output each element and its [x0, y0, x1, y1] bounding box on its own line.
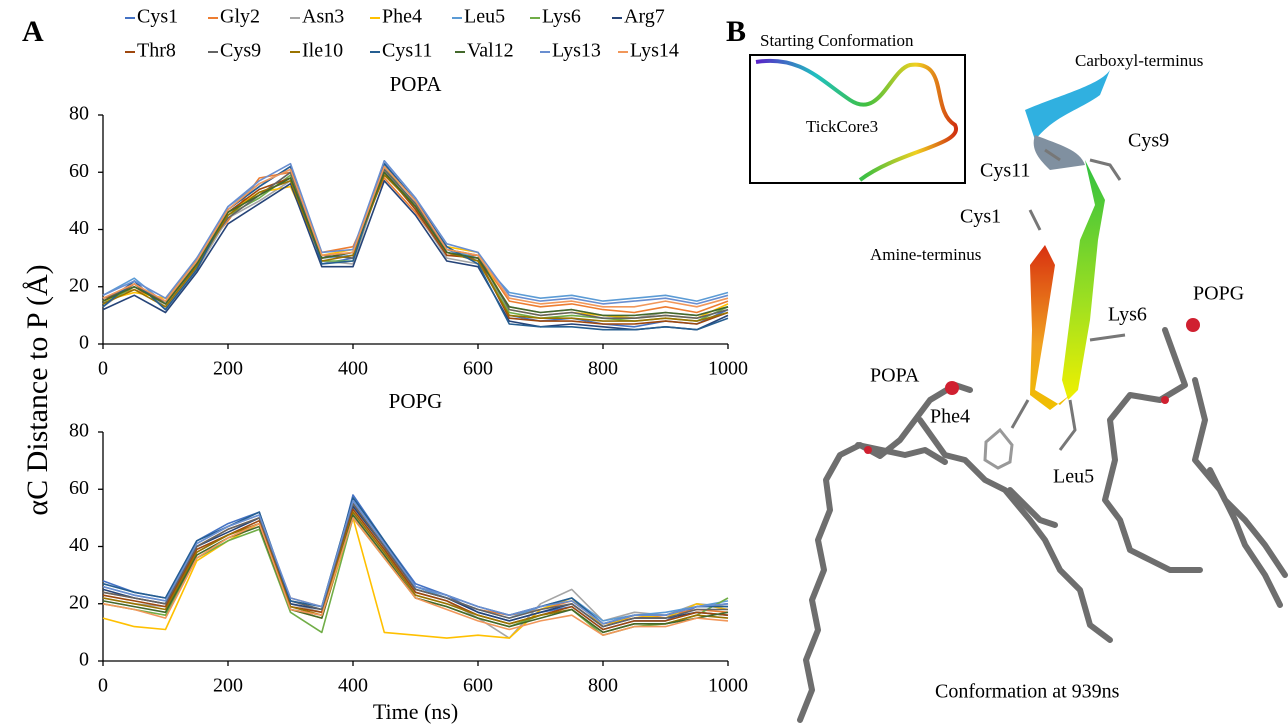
series-line — [102, 499, 729, 625]
x-axis-label: Time (ns) — [373, 699, 458, 724]
legend-label: Val12 — [467, 40, 514, 62]
structure-label: Lys6 — [1108, 304, 1147, 326]
structure-label: POPA — [870, 365, 920, 387]
series-line — [102, 517, 729, 636]
series-line — [102, 174, 729, 319]
x-tick-label: 200 — [213, 358, 243, 380]
inset-title: Starting Conformation — [760, 31, 914, 50]
series-line — [102, 508, 729, 631]
y-axis-label: αC Distance to P (Å) — [21, 264, 54, 515]
legend-label: Cys1 — [137, 6, 178, 28]
x-tick-label: 1000 — [708, 358, 748, 380]
x-tick-label: 400 — [338, 675, 368, 697]
x-tick-label: 0 — [98, 675, 108, 697]
inset-ribbon — [755, 58, 958, 182]
legend-label: Ile10 — [302, 40, 343, 62]
x-tick-label: 800 — [588, 675, 618, 697]
legend-label: Lys14 — [630, 40, 679, 62]
caption: Conformation at 939ns — [935, 681, 1120, 703]
series-line — [102, 160, 729, 305]
series-line — [102, 162, 729, 328]
series-line — [102, 511, 729, 639]
legend-label: Lys6 — [542, 6, 581, 28]
chart-title: POPA — [390, 72, 443, 96]
series-line — [102, 505, 729, 628]
series-line — [102, 165, 729, 308]
series-line — [102, 511, 729, 634]
legend-label: Thr8 — [137, 40, 176, 62]
series-line — [102, 502, 729, 625]
legend-label: Cys9 — [220, 40, 261, 62]
series-line — [102, 180, 729, 331]
chart-title: POPG — [389, 389, 443, 413]
series-line — [102, 502, 728, 628]
structure: Starting Conformation TickCore3 — [749, 31, 1288, 723]
x-tick-label: 0 — [98, 358, 108, 380]
inset-box — [749, 54, 966, 184]
structure-label: Carboxyl-terminus — [1075, 51, 1203, 70]
legend-label: Lys13 — [552, 40, 601, 62]
series-line — [102, 171, 729, 317]
y-tick-label: 40 — [69, 217, 89, 239]
legend-label: Arg7 — [624, 6, 665, 28]
x-tick-label: 600 — [463, 358, 493, 380]
series-line — [102, 168, 729, 319]
legend-label: Asn3 — [302, 6, 344, 28]
x-tick-label: 200 — [213, 675, 243, 697]
legend-label: Gly2 — [220, 6, 260, 28]
structure-label: POPG — [1193, 283, 1244, 305]
legend-label: Phe4 — [382, 6, 422, 28]
legend-label: Cys11 — [382, 40, 432, 62]
x-tick-label: 400 — [338, 358, 368, 380]
structure-label: Phe4 — [930, 406, 970, 428]
y-tick-label: 60 — [69, 160, 89, 182]
y-tick-label: 0 — [79, 332, 89, 354]
panel-label: A — [22, 15, 44, 48]
series-line — [102, 517, 729, 639]
y-tick-label: 40 — [69, 534, 89, 556]
legend-label: Leu5 — [464, 6, 505, 28]
series-line — [102, 168, 729, 319]
structure-label: Amine-terminus — [870, 245, 981, 264]
inset-label: TickCore3 — [806, 117, 878, 136]
y-tick-label: 80 — [69, 420, 89, 442]
x-tick-label: 800 — [588, 358, 618, 380]
panel-label: B — [726, 15, 746, 48]
structure-label: Cys1 — [960, 206, 1001, 228]
structure-label: Cys9 — [1128, 130, 1169, 152]
y-tick-label: 20 — [69, 591, 89, 613]
series-line — [102, 160, 729, 305]
x-tick-label: 600 — [463, 675, 493, 697]
y-tick-label: 80 — [69, 103, 89, 125]
structure-label: Cys11 — [980, 160, 1030, 182]
y-tick-label: 20 — [69, 274, 89, 296]
series-line — [102, 162, 729, 331]
y-tick-label: 0 — [79, 649, 89, 671]
y-tick-label: 60 — [69, 477, 89, 499]
x-tick-label: 1000 — [708, 675, 748, 697]
series-line — [102, 171, 729, 314]
structure-label: Leu5 — [1053, 466, 1094, 488]
